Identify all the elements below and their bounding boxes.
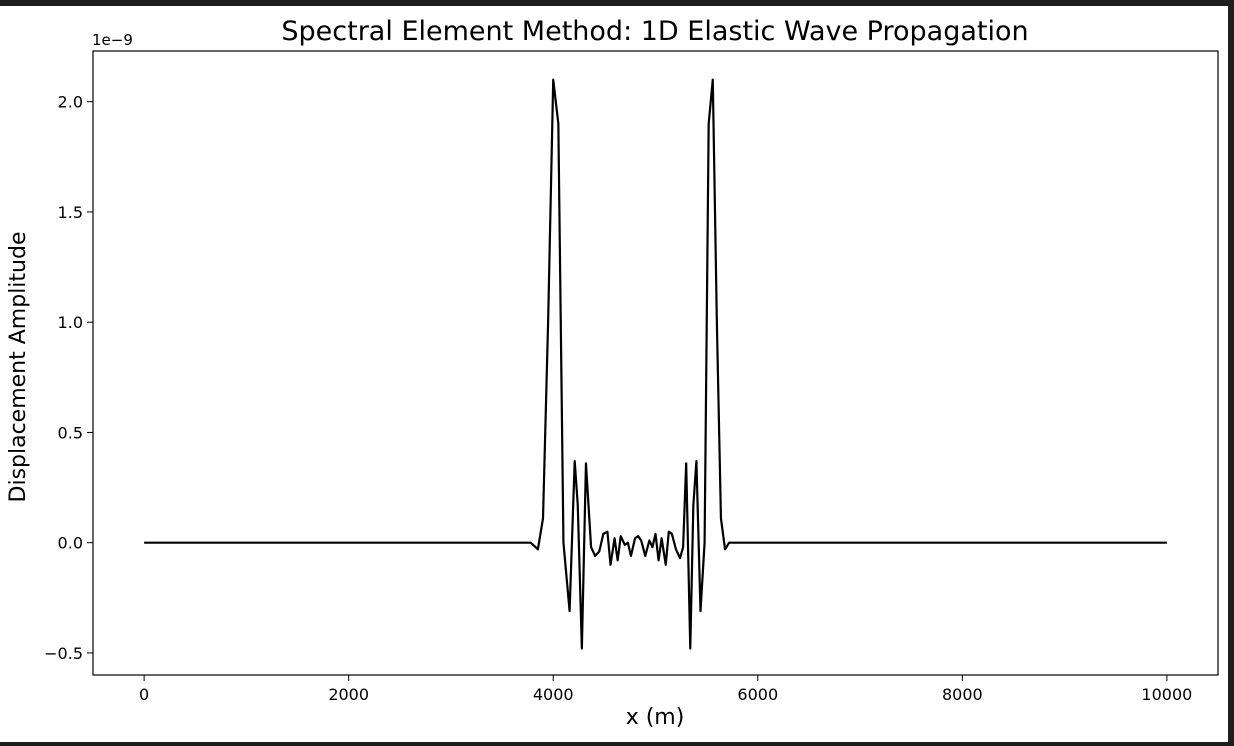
y-axis-label: Displacement Amplitude — [6, 232, 31, 503]
chart-figure: Spectral Element Method: 1D Elastic Wave… — [0, 6, 1228, 742]
x-axis-label: x (m) — [626, 705, 685, 730]
x-tick-label: 0 — [139, 685, 149, 704]
y-tick-label: 1.5 — [58, 203, 83, 222]
x-tick-label: 10000 — [1141, 685, 1192, 704]
series-line — [144, 78, 1167, 650]
x-tick-label: 2000 — [328, 685, 369, 704]
plot-frame — [92, 50, 1219, 676]
chart-title: Spectral Element Method: 1D Elastic Wave… — [281, 16, 1028, 47]
y-tick-label: 1.0 — [58, 313, 83, 332]
x-tick-label: 4000 — [533, 685, 574, 704]
plot-area — [144, 78, 1167, 650]
line-chart: Spectral Element Method: 1D Elastic Wave… — [6, 16, 1219, 730]
y-axis-offset-label: 1e−9 — [92, 31, 133, 49]
y-tick-label: 2.0 — [58, 93, 83, 112]
x-tick-label: 8000 — [942, 685, 983, 704]
y-tick-label: −0.5 — [44, 644, 83, 663]
y-tick-label: 0.5 — [58, 423, 83, 442]
y-tick-label: 0.0 — [58, 534, 83, 553]
axis-ticks: 0 2000 4000 6000 8000 10000 −0.5 0.0 0.5 1.0 1.5 2.… — [44, 93, 1192, 704]
x-tick-label: 6000 — [737, 685, 778, 704]
